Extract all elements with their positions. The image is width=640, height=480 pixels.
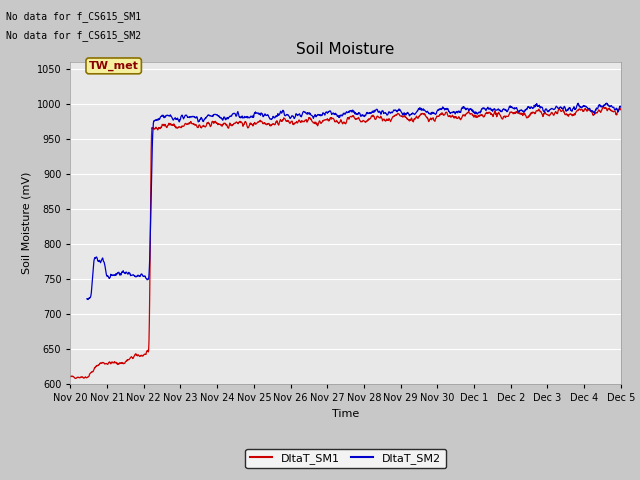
Legend: DltaT_SM1, DltaT_SM2: DltaT_SM1, DltaT_SM2 [245, 449, 446, 468]
DltaT_SM2 [312, 112, 319, 118]
DltaT_SM1 [600, 104, 607, 109]
DltaT_SM1 [67, 374, 74, 380]
X-axis label: Time: Time [332, 408, 359, 419]
Line: DltaT_SM1: DltaT_SM1 [70, 107, 621, 378]
DltaT_SM2 [617, 104, 625, 109]
Title: Soil Moisture: Soil Moisture [296, 42, 395, 57]
DltaT_SM1 [300, 119, 308, 125]
DltaT_SM1 [72, 375, 79, 381]
DltaT_SM1 [322, 117, 330, 123]
DltaT_SM2 [132, 274, 140, 279]
DltaT_SM1 [380, 117, 388, 122]
DltaT_SM2 [109, 273, 117, 278]
DltaT_SM1 [312, 119, 319, 125]
DltaT_SM2 [321, 110, 329, 116]
Line: DltaT_SM2: DltaT_SM2 [87, 103, 621, 300]
Y-axis label: Soil Moisture (mV): Soil Moisture (mV) [21, 172, 31, 275]
Text: No data for f_CS615_SM1: No data for f_CS615_SM1 [6, 11, 141, 22]
DltaT_SM2 [380, 111, 387, 117]
DltaT_SM1 [109, 360, 117, 365]
Text: No data for f_CS615_SM2: No data for f_CS615_SM2 [6, 30, 141, 41]
Text: TW_met: TW_met [89, 61, 139, 71]
DltaT_SM1 [617, 107, 625, 113]
DltaT_SM1 [132, 351, 140, 357]
DltaT_SM2 [300, 109, 308, 115]
